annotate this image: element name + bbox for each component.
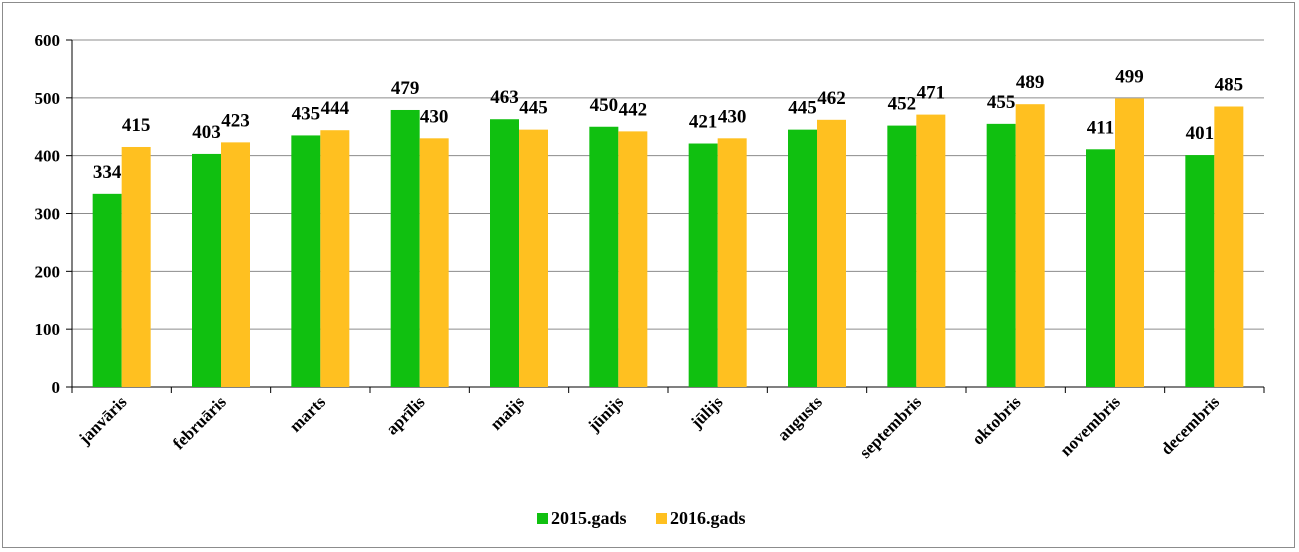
x-category-label: februāris [169, 392, 230, 453]
data-label: 442 [619, 99, 648, 120]
x-category-label: aprīlis [382, 392, 428, 438]
y-tick-label: 600 [35, 31, 61, 50]
bar-series2 [419, 138, 449, 387]
x-category-label: marts [286, 392, 330, 436]
data-label: 411 [1087, 117, 1114, 138]
data-label: 489 [1016, 72, 1045, 93]
y-tick-label: 500 [35, 89, 61, 108]
y-tick-label: 100 [35, 320, 61, 339]
data-label: 479 [391, 78, 420, 99]
data-label: 435 [292, 103, 321, 124]
data-label: 430 [420, 106, 449, 127]
bar-series2 [320, 130, 350, 387]
data-label: 455 [987, 92, 1016, 113]
data-label: 485 [1215, 75, 1244, 96]
bar-series1 [490, 119, 519, 388]
data-label: 445 [519, 98, 548, 119]
legend-swatch [537, 513, 548, 524]
data-label: 423 [221, 110, 250, 131]
bar-series1 [986, 123, 1016, 387]
bar-series1 [887, 125, 917, 388]
y-tick-label: 0 [52, 378, 61, 397]
data-label: 452 [888, 94, 917, 115]
x-category-label: septembris [856, 392, 926, 462]
data-label: 450 [590, 95, 619, 116]
bar-series1 [390, 109, 420, 387]
x-category-label: oktobris [968, 392, 1024, 448]
x-category-label: jūnijs [584, 392, 628, 436]
legend-label: 2015.gads [551, 508, 627, 528]
data-label: 334 [93, 162, 122, 183]
data-label: 444 [321, 98, 350, 119]
data-label: 445 [788, 98, 817, 119]
bar-series2 [916, 114, 946, 387]
bar-series2 [1015, 104, 1045, 387]
data-label: 421 [689, 112, 718, 133]
bar-series2 [1115, 98, 1144, 387]
gridlines [66, 39, 1265, 393]
bar-series1 [291, 135, 321, 387]
x-category-label: novembris [1056, 392, 1124, 460]
legend: 2015.gads 2016.gads [537, 508, 746, 528]
bars [92, 98, 1244, 388]
bar-series1 [92, 193, 122, 387]
bar-series2 [121, 146, 151, 387]
x-axis-labels: janvāris februāris marts aprīlis maijs jūnijs… [74, 392, 1223, 462]
bar-series2 [519, 129, 548, 387]
bar-series2 [717, 138, 747, 387]
legend-label: 2016.gads [670, 508, 746, 528]
data-label: 415 [122, 115, 151, 136]
bar-series2 [817, 119, 846, 387]
data-label: 401 [1186, 123, 1215, 144]
bar-series2 [221, 142, 250, 387]
data-label: 403 [192, 122, 221, 143]
data-label: 462 [817, 88, 846, 109]
bar-series1 [1086, 149, 1115, 387]
y-tick-label: 300 [35, 205, 61, 224]
x-category-label: maijs [486, 392, 528, 434]
x-category-label: augusts [774, 392, 826, 444]
bar-series1 [788, 129, 817, 387]
x-category-label: jūlijs [686, 392, 726, 432]
data-label: 430 [718, 106, 747, 127]
x-category-label: decembris [1157, 392, 1223, 458]
data-label: 499 [1115, 66, 1144, 87]
data-label: 463 [490, 87, 519, 108]
y-tick-label: 400 [35, 147, 61, 166]
bar-series1 [1185, 155, 1215, 387]
y-axis-ticks: 0 100 200 300 400 500 600 [35, 31, 61, 397]
bar-series2 [1214, 106, 1244, 387]
bar-series2 [618, 131, 648, 387]
y-tick-label: 200 [35, 262, 61, 281]
legend-swatch [656, 513, 667, 524]
bar-series1 [589, 126, 619, 387]
bar-series1 [192, 153, 221, 387]
bar-series1 [688, 143, 718, 387]
x-category-label: janvāris [74, 392, 130, 448]
data-label: 471 [917, 83, 946, 104]
